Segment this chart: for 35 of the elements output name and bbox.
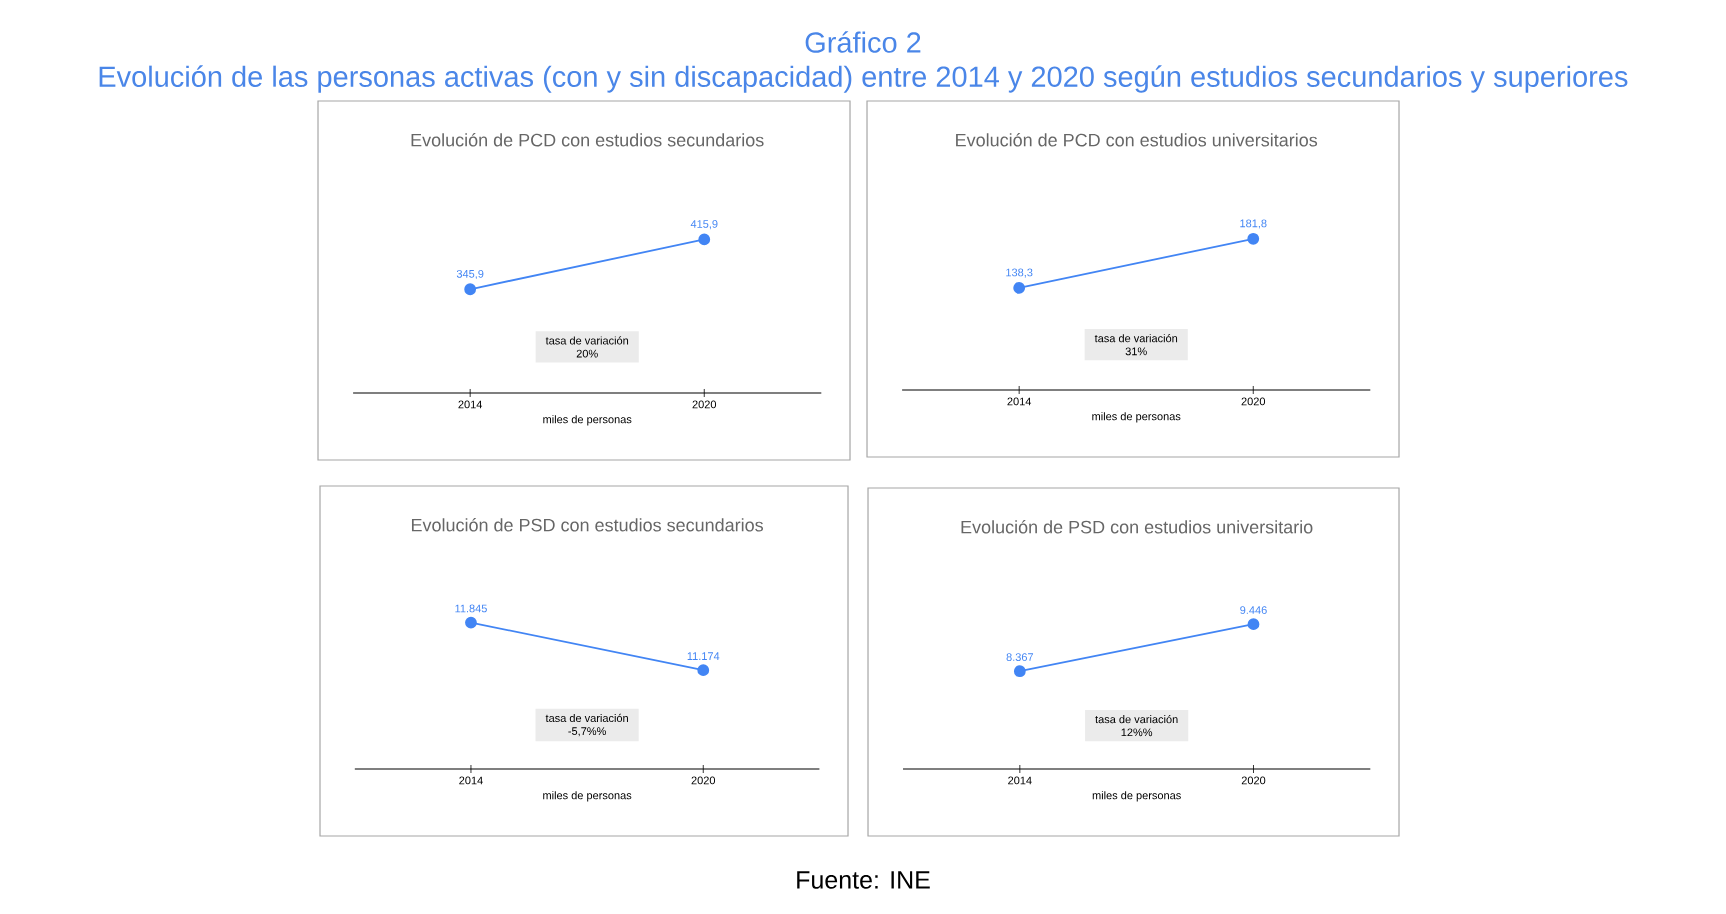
chart-title: Evolución de PSD con estudios universitario bbox=[961, 520, 1313, 534]
text: tasa de variación bbox=[1095, 714, 1178, 724]
data-label: 345,9 bbox=[456, 269, 484, 280]
data-label: 181,8 bbox=[1240, 219, 1267, 229]
chart-title: Evolución de PSD con estudios secundarios bbox=[411, 518, 764, 532]
x-tick-label: 2020 bbox=[692, 400, 717, 409]
data-label: 8.367 bbox=[1006, 653, 1034, 661]
data-label: 138,3 bbox=[1006, 268, 1033, 278]
text: 12%% bbox=[1121, 728, 1153, 737]
data-label: 11.845 bbox=[455, 604, 487, 613]
text: Evolución de las personas activas (con y sin discapacidad) entre 2014 y 2020 según estudios secundarios y superiores bbox=[99, 65, 1628, 93]
chart-title: Evolución de PCD con estudios secundarios bbox=[411, 133, 764, 147]
x-axis-title: miles de personas bbox=[1092, 791, 1181, 802]
text: tasa de variación bbox=[1094, 334, 1178, 343]
x-tick-label: 2014 bbox=[458, 400, 483, 409]
text: Gráfico 2 bbox=[805, 31, 921, 53]
chart-title: Evolución de PCD con estudios universitarios bbox=[956, 133, 1318, 147]
source-note: Fuente: INE bbox=[797, 871, 930, 889]
text: 31% bbox=[1125, 347, 1147, 356]
x-tick-label: 2014 bbox=[459, 776, 483, 785]
x-tick-label: 2020 bbox=[1241, 397, 1266, 406]
data-label: 415,9 bbox=[690, 220, 718, 230]
data-label: 11.174 bbox=[687, 652, 720, 660]
x-axis-title: miles de personas bbox=[1092, 412, 1181, 423]
x-axis-title: miles de personas bbox=[543, 791, 632, 802]
x-axis-title: miles de personas bbox=[543, 415, 632, 426]
text: tasa de variación bbox=[545, 713, 628, 723]
text: tasa de variación bbox=[545, 336, 629, 345]
text: -5,7%% bbox=[568, 727, 606, 737]
x-tick-label: 2020 bbox=[691, 776, 716, 785]
text: 20% bbox=[576, 349, 598, 358]
x-tick-label: 2014 bbox=[1008, 776, 1032, 785]
x-tick-label: 2020 bbox=[1241, 776, 1266, 785]
data-label: 9.446 bbox=[1240, 606, 1267, 614]
x-tick-label: 2014 bbox=[1007, 397, 1032, 406]
